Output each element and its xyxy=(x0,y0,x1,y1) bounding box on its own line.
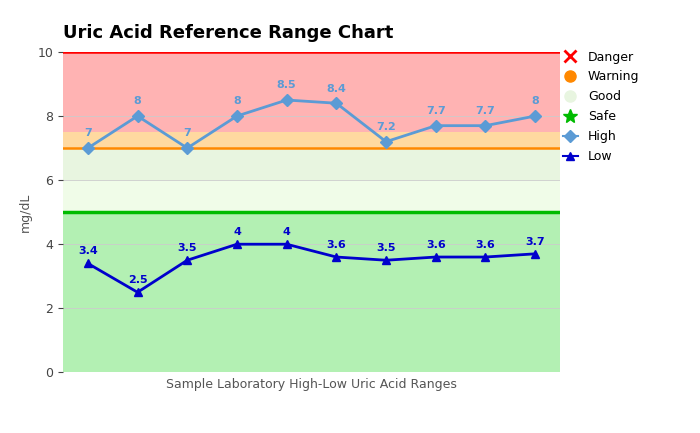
Text: 4: 4 xyxy=(283,227,290,237)
Text: 4: 4 xyxy=(233,227,241,237)
Text: 3.4: 3.4 xyxy=(78,246,98,256)
Text: 8.4: 8.4 xyxy=(326,84,346,94)
Text: 3.5: 3.5 xyxy=(377,243,395,253)
Text: 3.5: 3.5 xyxy=(178,243,197,253)
Text: 7: 7 xyxy=(84,128,92,139)
Bar xyxy=(63,132,560,148)
X-axis label: Sample Laboratory High-Low Uric Acid Ranges: Sample Laboratory High-Low Uric Acid Ran… xyxy=(166,378,457,391)
Text: 7.2: 7.2 xyxy=(376,122,396,132)
Bar xyxy=(63,148,560,180)
Text: 2.5: 2.5 xyxy=(127,275,148,285)
Y-axis label: mg/dL: mg/dL xyxy=(19,193,32,232)
Bar xyxy=(63,180,560,212)
Text: 3.6: 3.6 xyxy=(326,240,346,250)
Bar xyxy=(63,212,560,372)
Text: 8: 8 xyxy=(134,96,141,107)
Text: 8: 8 xyxy=(233,96,241,107)
Text: 3.6: 3.6 xyxy=(475,240,496,250)
Legend: Danger, Warning, Good, Safe, High, Low: Danger, Warning, Good, Safe, High, Low xyxy=(558,45,645,168)
Text: 8: 8 xyxy=(531,96,539,107)
Text: 3.6: 3.6 xyxy=(426,240,446,250)
Text: 7: 7 xyxy=(183,128,191,139)
Text: 3.7: 3.7 xyxy=(525,237,545,247)
Text: Uric Acid Reference Range Chart: Uric Acid Reference Range Chart xyxy=(63,24,393,42)
Text: 7.7: 7.7 xyxy=(426,106,446,116)
Text: 7.7: 7.7 xyxy=(475,106,496,116)
Bar xyxy=(63,52,560,132)
Text: 8.5: 8.5 xyxy=(276,80,297,90)
